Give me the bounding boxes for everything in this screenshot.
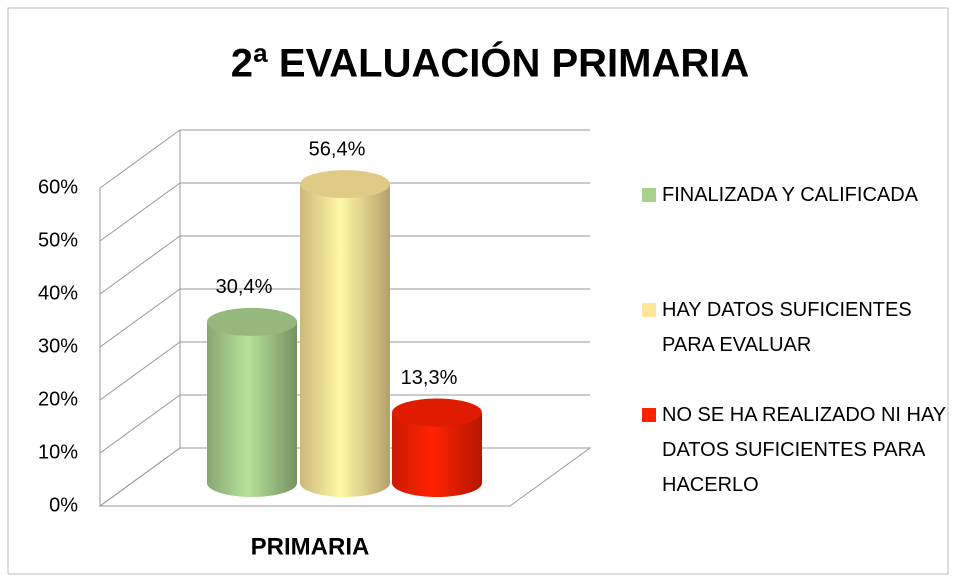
- y-tick-label: 40%: [38, 282, 78, 304]
- bar-top: [392, 398, 482, 427]
- legend-swatch: [642, 408, 656, 422]
- bar: [392, 412, 482, 497]
- y-tick-label: 20%: [38, 388, 78, 410]
- legend-label: HAY DATOS SUFICIENTES PARA EVALUAR: [662, 299, 912, 356]
- legend-label: NO SE HA REALIZADO NI HAY DATOS SUFICIEN…: [662, 404, 946, 496]
- x-tick-label: PRIMARIA: [251, 533, 370, 560]
- legend-swatch: [642, 188, 656, 202]
- bar: [207, 321, 297, 497]
- chart-title: 2ª EVALUACIÓN PRIMARIA: [231, 40, 750, 86]
- bar: [300, 184, 390, 497]
- data-label: 30,4%: [216, 276, 273, 298]
- data-label: 13,3%: [401, 367, 458, 389]
- legend-swatch: [642, 303, 656, 317]
- y-tick-label: 60%: [38, 176, 78, 198]
- y-tick-label: 50%: [38, 229, 78, 251]
- legend-label: FINALIZADA Y CALIFICADA: [662, 184, 919, 206]
- y-tick-label: 30%: [38, 335, 78, 357]
- bar-top: [300, 170, 390, 199]
- bar-top: [207, 307, 297, 336]
- data-label: 56,4%: [309, 138, 366, 160]
- y-tick-label: 0%: [49, 494, 78, 516]
- y-tick-label: 10%: [38, 441, 78, 463]
